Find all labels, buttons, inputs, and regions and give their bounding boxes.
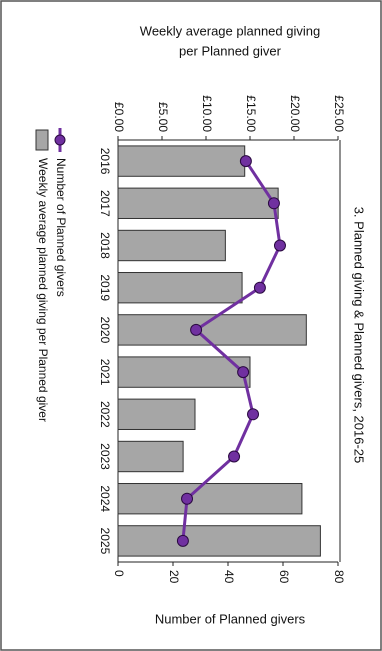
line-point <box>247 408 260 421</box>
legend-swatch <box>35 129 49 151</box>
line-point <box>181 492 194 505</box>
rotated-chart: 3. Planned giving & Planned givers, 2016… <box>35 23 367 626</box>
x-tick-label: 2025 <box>98 528 112 555</box>
bar <box>117 398 196 430</box>
y2-tick-label: 40 <box>222 570 236 584</box>
bar <box>117 483 303 515</box>
y2-tick-label: 0 <box>112 570 126 577</box>
legend-label: Weekly average planned giving per Planne… <box>36 158 50 422</box>
bar <box>117 145 246 177</box>
y-tick-label: £10.00 <box>200 95 214 132</box>
y-tick-label: £20.00 <box>288 95 302 132</box>
line-point <box>190 323 203 336</box>
y-tick-label: £5.00 <box>156 102 170 132</box>
line-point <box>239 155 252 168</box>
legend-marker <box>54 134 66 146</box>
x-tick-label: 2022 <box>98 401 112 428</box>
x-tick-label: 2020 <box>98 317 112 344</box>
line-point <box>228 450 241 463</box>
x-tick-label: 2019 <box>98 274 112 301</box>
bar <box>117 187 279 219</box>
bar <box>117 525 321 557</box>
x-tick-label: 2018 <box>98 232 112 259</box>
x-tick-label: 2024 <box>98 485 112 512</box>
x-tick-label: 2017 <box>98 190 112 217</box>
bar <box>117 229 226 262</box>
legend-label: Number of Planned givers <box>54 158 68 297</box>
bar <box>117 272 243 304</box>
x-tick-label: 2023 <box>98 443 112 470</box>
x-tick-label: 2016 <box>98 148 112 175</box>
y-axis-title: per Planned giver <box>179 43 282 58</box>
y-tick-label: £25.00 <box>332 95 346 132</box>
line <box>181 160 282 542</box>
x-tick-label: 2021 <box>98 359 112 386</box>
y2-tick-label: 60 <box>277 570 291 584</box>
y2-axis-title: Number of Planned givers <box>155 611 306 626</box>
line-point <box>267 197 280 210</box>
line-point <box>273 239 286 252</box>
y-axis-title: Weekly average planned giving <box>140 23 320 38</box>
bar <box>117 356 251 388</box>
line-point <box>176 534 189 547</box>
y-tick-label: £0.00 <box>112 102 126 132</box>
line-point <box>237 366 250 379</box>
y2-tick-label: 80 <box>332 570 346 584</box>
line-point <box>253 281 266 294</box>
chart-title: 3. Planned giving & Planned givers, 2016… <box>352 207 367 464</box>
y2-tick-label: 20 <box>167 570 181 584</box>
y-tick-label: £15.00 <box>244 95 258 132</box>
bar <box>117 440 184 473</box>
